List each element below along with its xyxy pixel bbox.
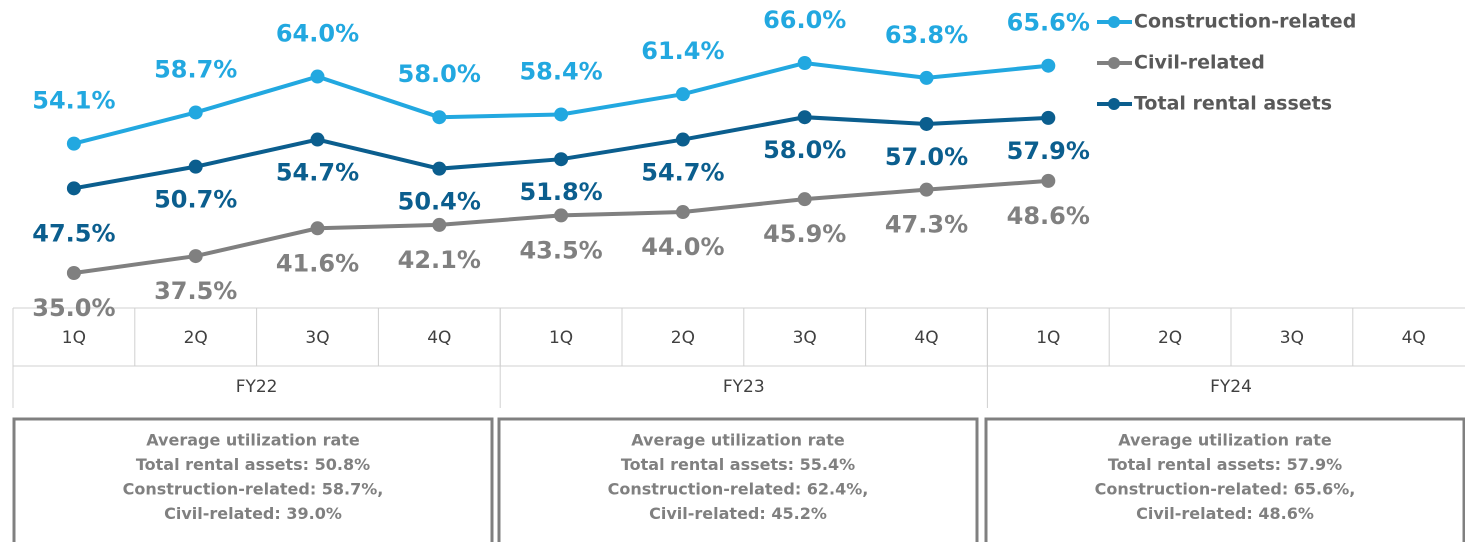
data-point [919, 116, 934, 131]
data-label: 65.6% [1007, 9, 1090, 37]
data-label: 58.0% [763, 136, 846, 164]
data-label: 47.3% [885, 211, 968, 239]
summary-text: Civil-related: 39.0% [164, 504, 342, 523]
data-label: 43.5% [519, 236, 602, 264]
data-point [797, 110, 812, 125]
x-tick-label: 1Q [1036, 328, 1060, 348]
data-label: 64.0% [276, 20, 359, 48]
summary-box [984, 417, 1465, 542]
data-label: 42.1% [398, 246, 481, 274]
legend-marker [1108, 57, 1120, 69]
x-tick-label: 3Q [305, 328, 329, 348]
data-label: 54.7% [641, 159, 724, 187]
data-point [1041, 110, 1056, 125]
data-point [188, 105, 203, 120]
data-point [432, 161, 447, 176]
summary-text: Construction-related: 65.6%, [1095, 480, 1356, 499]
x-tick-label: 2Q [1158, 328, 1182, 348]
data-label: 44.0% [641, 233, 724, 261]
data-point [554, 208, 569, 223]
data-point [675, 132, 690, 147]
data-label: 35.0% [32, 294, 115, 322]
x-tick-label: 3Q [793, 328, 817, 348]
legend-marker [1108, 98, 1120, 110]
data-point [310, 221, 325, 236]
legend-label: Civil-related [1134, 52, 1265, 74]
x-tick-label: 1Q [62, 328, 86, 348]
data-point [310, 69, 325, 84]
data-point [554, 107, 569, 122]
data-point [919, 182, 934, 197]
x-tick-label: 3Q [1280, 328, 1304, 348]
data-point [66, 266, 81, 280]
data-label: 63.8% [885, 21, 968, 49]
data-label: 54.1% [32, 87, 115, 115]
summary-text: Construction-related: 58.7%, [123, 480, 384, 499]
summary-text: Civil-related: 45.2% [649, 504, 827, 523]
legend-label: Construction-related [1134, 11, 1356, 33]
group-label: FY22 [236, 377, 278, 397]
data-point [797, 192, 812, 207]
summary-text: Average utilization rate [146, 431, 360, 450]
data-label: 37.5% [154, 277, 237, 305]
x-tick-label: 4Q [427, 328, 451, 348]
legend-label: Total rental assets [1134, 93, 1332, 115]
data-label: 57.0% [885, 143, 968, 171]
data-label: 57.9% [1007, 137, 1090, 165]
data-label: 58.7% [154, 55, 237, 83]
legend-marker [1108, 16, 1120, 28]
data-point [188, 249, 203, 264]
data-label: 51.8% [519, 178, 602, 206]
data-label: 41.6% [276, 249, 359, 277]
x-tick-label: 1Q [549, 328, 573, 348]
x-tick-label: 2Q [184, 328, 208, 348]
data-point [432, 110, 447, 125]
data-point [675, 87, 690, 102]
x-tick-label: 2Q [671, 328, 695, 348]
summary-text: Total rental assets: 57.9% [1108, 455, 1342, 474]
data-point [919, 70, 934, 85]
summary-text: Total rental assets: 55.4% [621, 455, 855, 474]
summary-text: Average utilization rate [1118, 431, 1332, 450]
summary-text: Average utilization rate [631, 431, 845, 450]
data-label: 48.6% [1007, 202, 1090, 230]
data-label: 54.7% [276, 159, 359, 187]
data-label: 66.0% [763, 6, 846, 34]
data-point [675, 205, 690, 220]
data-label: 61.4% [641, 37, 724, 65]
data-point [66, 136, 81, 151]
data-label: 47.5% [32, 219, 115, 247]
group-label: FY24 [1210, 377, 1252, 397]
summary-text: Construction-related: 62.4%, [608, 480, 869, 499]
summary-text: Civil-related: 48.6% [1136, 504, 1314, 523]
data-label: 58.0% [398, 60, 481, 88]
data-point [188, 159, 203, 174]
x-tick-label: 4Q [914, 328, 938, 348]
group-label: FY23 [723, 377, 765, 397]
data-point [310, 132, 325, 147]
summary-text: Total rental assets: 50.8% [136, 455, 370, 474]
data-label: 50.4% [398, 188, 481, 216]
data-point [1041, 58, 1056, 73]
data-label: 45.9% [763, 220, 846, 248]
data-point [1041, 173, 1056, 188]
x-tick-label: 4Q [1402, 328, 1426, 348]
summary-box [12, 417, 494, 542]
data-label: 58.4% [519, 57, 602, 85]
data-point [797, 56, 812, 70]
data-label: 50.7% [154, 186, 237, 214]
data-point [432, 217, 447, 232]
data-point [66, 181, 81, 196]
summary-box [497, 417, 979, 542]
data-point [554, 152, 569, 167]
